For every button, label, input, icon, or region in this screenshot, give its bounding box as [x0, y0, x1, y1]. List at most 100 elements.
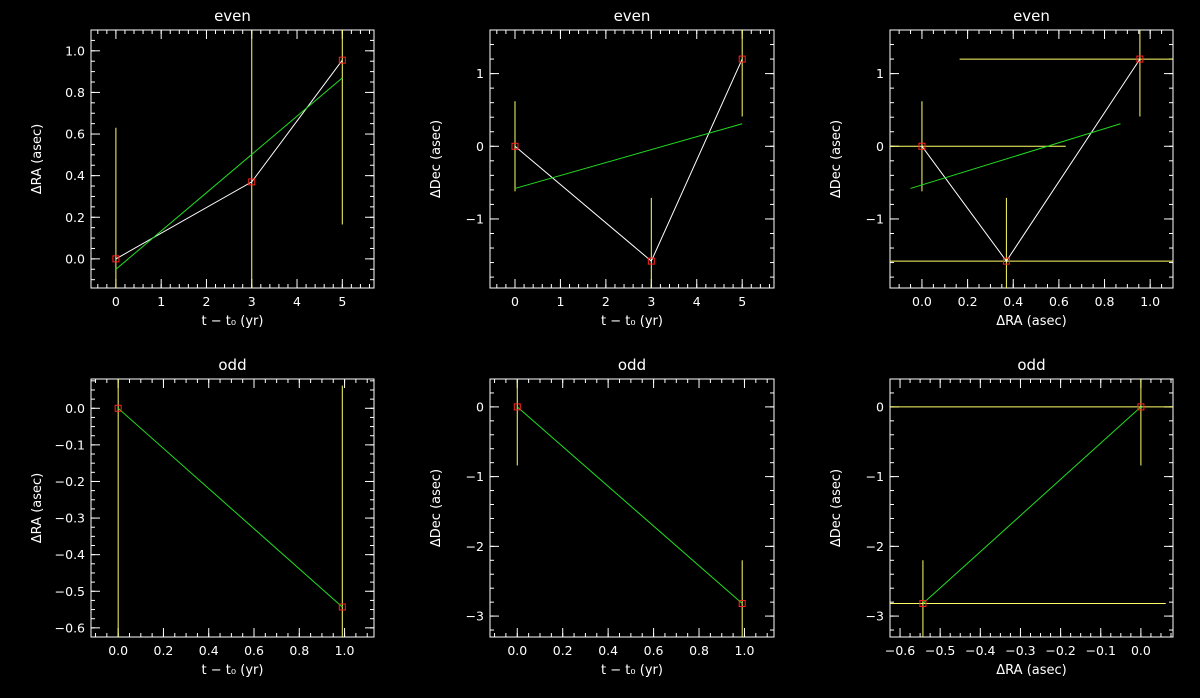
y-tick-label: −1 [866, 211, 884, 226]
x-tick-label: 0.8 [689, 643, 709, 658]
fit-line [115, 77, 343, 270]
x-tick-label: 2 [602, 294, 610, 309]
x-tick-label: −0.5 [925, 643, 955, 658]
panel-title: even [1013, 7, 1050, 25]
axes-frame [889, 378, 1174, 638]
y-axis-label: ΔRA (asec) [30, 124, 45, 194]
data-point [248, 178, 256, 186]
data-point [918, 142, 926, 150]
x-tick-label: 1.0 [1140, 294, 1160, 309]
x-tick-label: 0.0 [1131, 643, 1151, 658]
x-tick-label: −0.2 [1045, 643, 1075, 658]
y-tick-label: 0.0 [65, 251, 85, 266]
x-tick-label: 2 [202, 294, 210, 309]
x-tick-label: 0.0 [507, 643, 527, 658]
x-axis-label: ΔRA (asec) [996, 314, 1066, 329]
y-tick-label: −0.2 [55, 474, 85, 489]
x-tick-label: −0.6 [885, 643, 915, 658]
data-point [738, 600, 746, 608]
data-point [1002, 257, 1010, 265]
x-tick-label: 0.0 [912, 294, 932, 309]
x-tick-label: 0.4 [1003, 294, 1023, 309]
fit-line [910, 123, 1121, 189]
panel-title: odd [218, 356, 246, 374]
x-tick-label: 4 [693, 294, 701, 309]
panel-6: odd −0.6 −0.5 −0.4 −0.3 −0.2 −0.1 0.0 −3 −2 −1 0 ΔRA… [829, 356, 1174, 678]
y-axis-label: ΔRA (asec) [30, 473, 45, 543]
fit-line [117, 407, 343, 608]
panel-title: odd [618, 356, 646, 374]
y-tick-label: −0.6 [55, 620, 85, 635]
x-axis-label: t − t₀ (yr) [601, 663, 663, 678]
y-tick-label: 1 [476, 66, 484, 81]
plot-data [516, 379, 743, 637]
y-axis-label: ΔDec (asec) [829, 120, 844, 198]
data-point [112, 255, 120, 263]
fit-line [922, 406, 1142, 604]
y-axis-label: ΔDec (asec) [429, 120, 444, 198]
data-line [514, 58, 743, 262]
y-tick-label: −0.1 [55, 437, 85, 452]
x-tick-label: 3 [248, 294, 256, 309]
data-point [919, 600, 927, 608]
data-point [114, 404, 122, 412]
panel-4: odd 0.0 0.2 0.4 0.6 0.8 1.0 −0.6 −0.5 −0.4 −0.3 −0.… [30, 356, 375, 678]
y-tick-label: −3 [866, 609, 884, 624]
x-axis-label: t − t₀ (yr) [202, 663, 264, 678]
x-tick-label: −0.1 [1086, 643, 1116, 658]
y-tick-label: 0.2 [65, 210, 85, 225]
axes-frame [489, 378, 775, 638]
x-tick-label: 5 [738, 294, 746, 309]
y-tick-label: −1 [466, 211, 484, 226]
panel-title: even [214, 7, 251, 25]
y-tick-label: 1 [876, 66, 884, 81]
y-tick-label: 0.6 [65, 127, 85, 142]
y-tick-label: −0.4 [55, 547, 85, 562]
y-tick-label: 0 [476, 139, 484, 154]
data-line [921, 58, 1141, 262]
data-point [738, 55, 746, 63]
x-tick-label: 0.4 [598, 643, 618, 658]
x-tick-label: −0.4 [965, 643, 995, 658]
plot-data [115, 30, 343, 288]
data-point [511, 142, 519, 150]
panel-3: even 0.0 0.2 0.4 0.6 0.8 1.0 −1 0 1 ΔRA (asec) ΔDec… [829, 7, 1174, 329]
x-tick-label: 1.0 [735, 643, 755, 658]
y-axis-label: ΔDec (asec) [829, 469, 844, 547]
x-axis-label: ΔRA (asec) [996, 663, 1066, 678]
panel-1: even 0 1 2 3 4 5 0.0 0.2 0.4 0.6 0.8 1.0 t − t₀ (yr) Δ… [30, 7, 375, 329]
plot-data [514, 30, 743, 288]
y-tick-label: −0.3 [55, 511, 85, 526]
panel-title: even [614, 7, 651, 25]
data-point [513, 403, 521, 411]
y-tick-label: 0.0 [65, 401, 85, 416]
y-tick-label: −2 [466, 539, 484, 554]
y-tick-label: 0 [876, 399, 884, 414]
x-tick-label: 3 [647, 294, 655, 309]
x-tick-label: 0.2 [958, 294, 978, 309]
x-tick-label: 0.0 [108, 643, 128, 658]
x-tick-label: 0.4 [199, 643, 219, 658]
x-tick-label: −0.3 [1005, 643, 1035, 658]
x-tick-label: 1.0 [335, 643, 355, 658]
y-tick-label: 0 [876, 139, 884, 154]
y-tick-label: −1 [866, 469, 884, 484]
data-point [1136, 55, 1144, 63]
data-line [115, 59, 343, 260]
data-point [1137, 403, 1145, 411]
y-tick-label: −3 [466, 609, 484, 624]
axes-frame [889, 29, 1174, 289]
x-tick-label: 0 [511, 294, 519, 309]
y-tick-label: 0.8 [65, 85, 85, 100]
data-point [338, 56, 346, 64]
panel-title: odd [1017, 356, 1045, 374]
plot-data [890, 379, 1173, 637]
y-tick-label: 1.0 [65, 43, 85, 58]
x-tick-label: 0.6 [1049, 294, 1069, 309]
x-axis-label: t − t₀ (yr) [601, 314, 663, 329]
panel-5: odd 0.0 0.2 0.4 0.6 0.8 1.0 −3 −2 −1 0 t − t₀ (yr) Δ… [429, 356, 775, 678]
plot-data [890, 30, 1173, 288]
axes-frame [90, 378, 375, 638]
y-tick-label: −2 [866, 539, 884, 554]
